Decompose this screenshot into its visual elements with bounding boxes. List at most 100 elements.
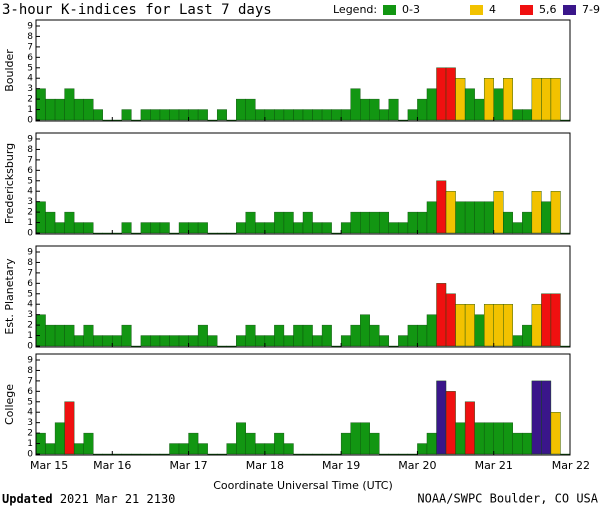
y-tick-label: 4 <box>27 74 33 84</box>
bar <box>140 109 151 121</box>
bar <box>302 324 313 347</box>
bar <box>321 453 332 455</box>
y-tick-label: 4 <box>27 408 33 418</box>
bar <box>102 232 113 234</box>
bar <box>483 304 494 347</box>
y-tick-label: 9 <box>27 22 33 32</box>
bar <box>455 422 466 455</box>
bar <box>245 98 256 121</box>
bar <box>178 222 189 234</box>
y-tick-label: 7 <box>27 42 33 52</box>
y-axis-label: Boulder <box>3 49 16 92</box>
bar <box>188 222 199 234</box>
y-tick-label: 8 <box>27 258 33 268</box>
bar <box>388 98 399 121</box>
bar <box>274 432 285 455</box>
bar <box>369 324 380 347</box>
legend-swatch <box>563 5 576 15</box>
bar <box>73 222 84 234</box>
bar <box>255 109 266 121</box>
bar <box>274 109 285 121</box>
bar <box>255 443 266 455</box>
bar <box>531 78 542 121</box>
bar <box>360 422 370 455</box>
bar <box>541 380 552 455</box>
x-tick-label: Mar 19 <box>322 459 360 472</box>
legend-label: 5,6 <box>539 3 557 16</box>
bar <box>455 201 466 234</box>
bar <box>131 119 142 121</box>
bar <box>531 191 542 234</box>
bar <box>83 432 94 455</box>
y-tick-label: 8 <box>27 145 33 155</box>
bar <box>83 222 94 234</box>
bar <box>150 453 161 455</box>
y-tick-label: 3 <box>27 84 33 94</box>
y-tick-label: 1 <box>27 331 33 341</box>
bar <box>426 88 437 121</box>
y-tick-label: 0 <box>27 116 33 126</box>
bar <box>293 109 304 121</box>
bar <box>216 345 227 347</box>
bar <box>464 88 475 121</box>
bar <box>150 109 161 121</box>
y-tick-label: 9 <box>27 356 33 366</box>
bar <box>312 335 323 347</box>
x-tick-label: Mar 17 <box>169 459 207 472</box>
legend-swatch <box>520 5 533 15</box>
bar <box>550 412 561 455</box>
bar <box>360 211 370 234</box>
bar <box>54 98 65 121</box>
y-tick-label: 4 <box>27 300 33 310</box>
bar <box>45 98 56 121</box>
bar <box>93 453 103 455</box>
bar <box>417 443 428 455</box>
bar <box>102 335 113 347</box>
bar <box>150 222 161 234</box>
y-tick-label: 7 <box>27 155 33 165</box>
x-tick-label: Mar 20 <box>398 459 436 472</box>
bar <box>340 222 351 234</box>
bar <box>121 109 132 121</box>
bar <box>512 222 523 234</box>
bar <box>445 67 456 121</box>
bar <box>197 109 208 121</box>
bar <box>522 109 533 121</box>
bar <box>64 401 75 455</box>
bar <box>236 222 246 234</box>
bar <box>407 109 418 121</box>
bar <box>560 345 571 347</box>
bar <box>445 293 456 347</box>
y-tick-label: 5 <box>27 289 33 299</box>
bar <box>274 324 285 347</box>
bar <box>331 232 342 234</box>
bar <box>216 453 227 455</box>
bar <box>236 335 246 347</box>
bar <box>293 453 304 455</box>
bar <box>45 443 56 455</box>
y-tick-label: 1 <box>27 439 33 449</box>
bar <box>255 222 266 234</box>
legend-label: 7-9 <box>582 3 600 16</box>
bar <box>474 314 485 347</box>
panel-frame <box>35 353 571 456</box>
bar <box>483 201 494 234</box>
bar <box>140 453 151 455</box>
bar <box>531 380 542 455</box>
bar <box>388 345 399 347</box>
bar <box>236 98 246 121</box>
bar <box>83 98 94 121</box>
bar <box>522 324 533 347</box>
bar <box>169 335 180 347</box>
bar <box>54 222 65 234</box>
y-tick-label: 0 <box>27 229 33 239</box>
bar <box>350 211 361 234</box>
bar <box>245 432 256 455</box>
bar <box>436 380 447 455</box>
y-tick-label: 4 <box>27 187 33 197</box>
bar <box>159 109 170 121</box>
x-tick-label: Mar 21 <box>475 459 513 472</box>
y-tick-label: 1 <box>27 218 33 228</box>
bar <box>283 335 294 347</box>
footer-updated: Updated 2021 Mar 21 2130 <box>2 492 175 506</box>
